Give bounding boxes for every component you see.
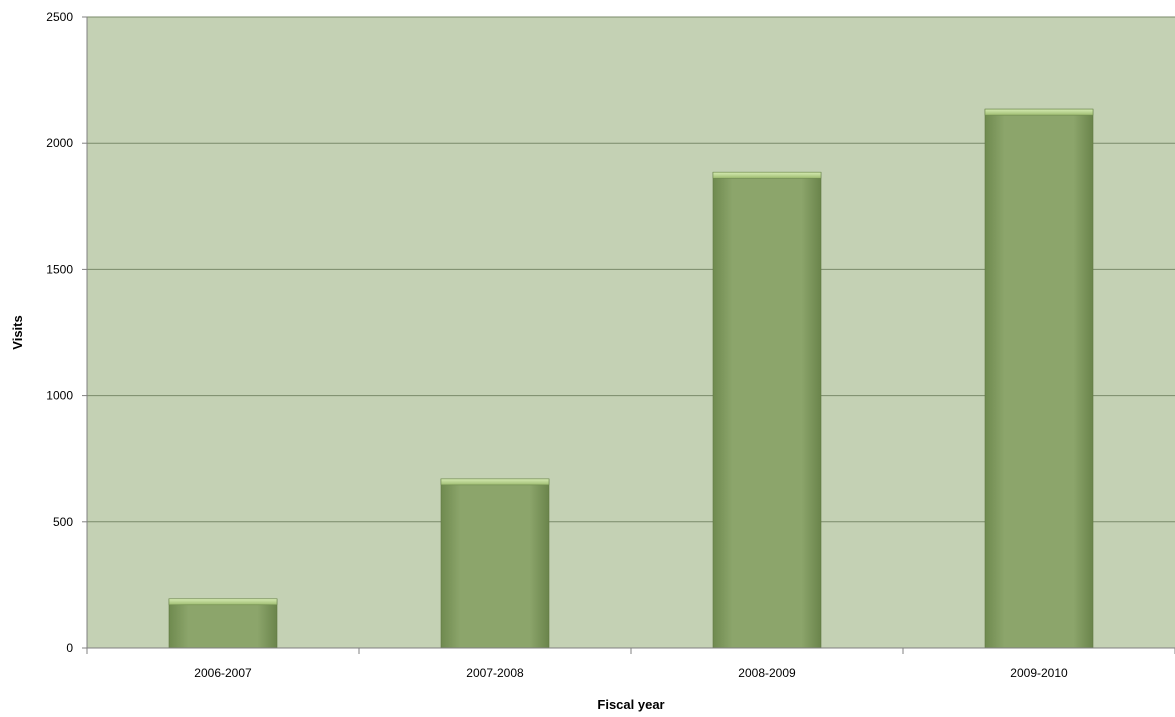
x-tick-label: 2006-2007	[194, 666, 252, 680]
y-tick-label: 1500	[46, 262, 73, 276]
bar-2006-2007	[168, 598, 278, 649]
x-tick-label: 2008-2009	[738, 666, 796, 680]
bar-top-bevel	[712, 171, 822, 179]
y-tick-label: 2000	[46, 136, 73, 150]
x-tick-label: 2007-2008	[466, 666, 524, 680]
y-tick-labels: 0 500 1000 1500 2000 2500	[46, 10, 87, 655]
y-tick-label: 500	[53, 515, 73, 529]
bar-top-bevel	[440, 478, 550, 486]
y-tick-label: 1000	[46, 389, 73, 403]
bar-top-bevel	[168, 598, 278, 606]
bar-2009-2010	[984, 108, 1094, 649]
y-axis-title: Visits	[10, 315, 25, 349]
x-tick-labels: 2006-2007 2007-2008 2008-2009 2009-2010	[86, 648, 1175, 680]
x-axis-title: Fiscal year	[597, 697, 664, 712]
bar-2008-2009	[712, 171, 822, 649]
bar-2007-2008	[440, 478, 550, 649]
bars	[168, 108, 1094, 649]
bar-top-bevel	[984, 108, 1094, 116]
x-tick-label: 2009-2010	[1010, 666, 1068, 680]
y-tick-label: 2500	[46, 10, 73, 24]
y-tick-label: 0	[66, 641, 73, 655]
